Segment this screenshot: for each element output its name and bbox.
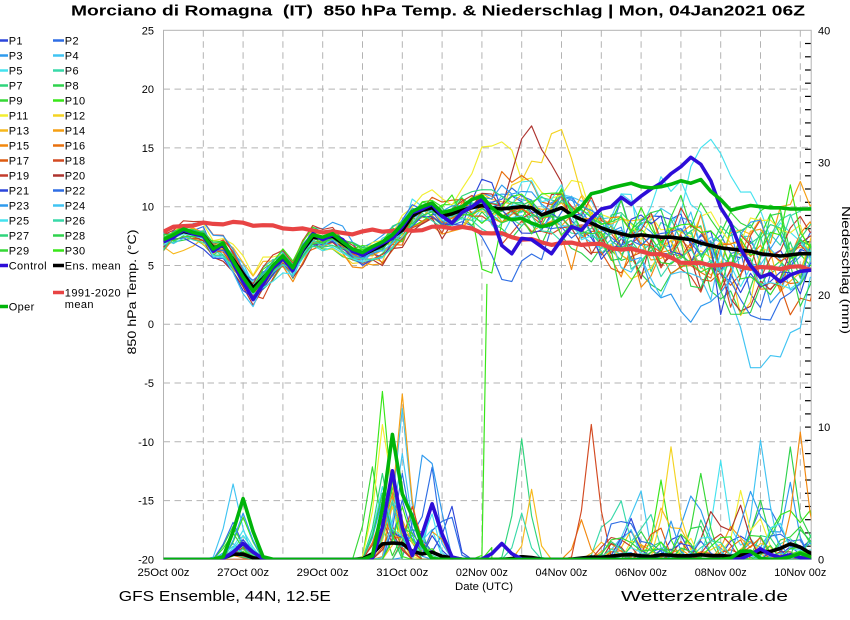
svg-text:25: 25 [142, 25, 154, 37]
svg-text:Date (UTC): Date (UTC) [455, 581, 513, 593]
svg-text:40: 40 [818, 25, 830, 37]
svg-text:1991-2020: 1991-2020 [65, 288, 121, 300]
svg-text:P3: P3 [9, 51, 23, 63]
svg-text:P25: P25 [9, 216, 30, 228]
svg-text:P9: P9 [9, 96, 23, 108]
svg-text:P29: P29 [9, 246, 30, 258]
svg-text:P28: P28 [65, 231, 86, 243]
svg-text:-5: -5 [144, 378, 154, 390]
svg-text:Control: Control [9, 261, 47, 273]
svg-text:08Nov 00z: 08Nov 00z [695, 567, 747, 579]
svg-text:02Nov 00z: 02Nov 00z [456, 567, 508, 579]
svg-text:P15: P15 [9, 141, 30, 153]
svg-text:P17: P17 [9, 156, 30, 168]
svg-text:P8: P8 [65, 81, 79, 93]
svg-text:-20: -20 [138, 554, 154, 566]
svg-text:31Oct 00z: 31Oct 00z [376, 567, 428, 579]
svg-text:Ens. mean: Ens. mean [65, 261, 121, 273]
svg-text:P30: P30 [65, 246, 86, 258]
svg-text:20: 20 [142, 84, 154, 96]
svg-text:P21: P21 [9, 186, 30, 198]
svg-text:5: 5 [148, 261, 154, 273]
svg-text:P22: P22 [65, 186, 86, 198]
svg-text:P26: P26 [65, 216, 86, 228]
svg-text:P18: P18 [65, 156, 86, 168]
svg-text:Morciano di Romagna (IT) 850: Morciano di Romagna (IT) 850 hPa Temp. &… [71, 3, 805, 20]
svg-text:29Oct 00z: 29Oct 00z [297, 567, 349, 579]
svg-text:Niederschlag (mm): Niederschlag (mm) [839, 206, 850, 334]
svg-text:06Nov 00z: 06Nov 00z [615, 567, 667, 579]
svg-text:P4: P4 [65, 51, 79, 63]
svg-text:P6: P6 [65, 66, 79, 78]
svg-text:0: 0 [818, 554, 824, 566]
svg-text:P27: P27 [9, 231, 30, 243]
svg-text:mean: mean [65, 299, 94, 311]
svg-text:10: 10 [818, 422, 830, 434]
svg-text:850 hPa Temp. (°C): 850 hPa Temp. (°C) [125, 230, 139, 355]
svg-text:GFS Ensemble, 44N, 12.5E: GFS Ensemble, 44N, 12.5E [119, 588, 331, 605]
svg-text:20: 20 [818, 290, 830, 302]
svg-text:P5: P5 [9, 66, 23, 78]
svg-text:10: 10 [142, 202, 154, 214]
svg-text:P16: P16 [65, 141, 86, 153]
svg-text:P14: P14 [65, 126, 86, 138]
svg-text:25Oct 00z: 25Oct 00z [138, 567, 190, 579]
svg-text:P13: P13 [9, 126, 30, 138]
svg-text:P23: P23 [9, 201, 30, 213]
svg-text:P1: P1 [9, 36, 23, 48]
svg-text:Wetterzentrale.de: Wetterzentrale.de [621, 588, 788, 605]
svg-text:P24: P24 [65, 201, 86, 213]
svg-text:-10: -10 [138, 437, 154, 449]
svg-text:P2: P2 [65, 36, 79, 48]
svg-text:P19: P19 [9, 171, 30, 183]
svg-text:10Nov 00z: 10Nov 00z [774, 567, 826, 579]
svg-text:30: 30 [818, 158, 830, 170]
svg-text:P20: P20 [65, 171, 86, 183]
svg-text:04Nov 00z: 04Nov 00z [536, 567, 588, 579]
svg-text:0: 0 [148, 319, 154, 331]
svg-text:15: 15 [142, 143, 154, 155]
svg-text:-15: -15 [138, 496, 154, 508]
svg-text:P12: P12 [65, 111, 86, 123]
svg-text:27Oct 00z: 27Oct 00z [217, 567, 269, 579]
svg-text:P10: P10 [65, 96, 86, 108]
svg-text:P7: P7 [9, 81, 23, 93]
svg-text:P11: P11 [9, 111, 29, 123]
svg-text:Oper: Oper [9, 302, 35, 314]
